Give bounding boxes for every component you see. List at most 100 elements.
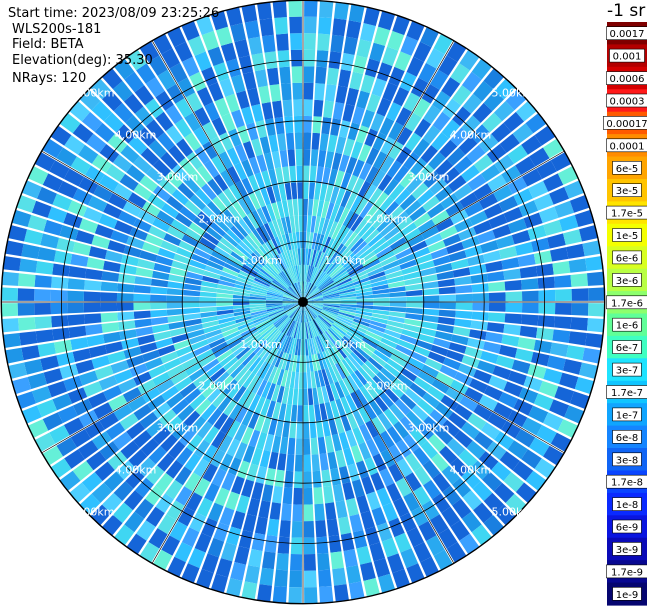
heatmap-cell bbox=[383, 387, 400, 403]
heatmap-cell bbox=[56, 351, 75, 367]
heatmap-cell bbox=[493, 482, 515, 503]
heatmap-cell bbox=[63, 375, 83, 392]
heatmap-cell bbox=[219, 78, 235, 97]
heatmap-cell bbox=[119, 173, 139, 191]
heatmap-cell bbox=[107, 451, 128, 471]
heatmap-cell bbox=[361, 363, 376, 379]
heatmap-cell bbox=[322, 292, 340, 298]
heatmap-cell bbox=[294, 454, 303, 472]
heatmap-cell bbox=[276, 201, 285, 219]
heatmap-cell bbox=[114, 369, 133, 384]
heatmap-cell bbox=[350, 141, 364, 159]
heatmap-cell bbox=[210, 573, 228, 594]
heatmap-cell bbox=[439, 364, 458, 379]
heatmap-cell bbox=[348, 329, 364, 340]
heatmap-cell bbox=[230, 363, 245, 379]
heatmap-cell bbox=[310, 249, 317, 267]
heatmap-cell bbox=[266, 400, 276, 418]
heatmap-cell bbox=[569, 391, 590, 410]
heatmap-cell bbox=[183, 307, 201, 315]
heatmap-cell bbox=[185, 271, 204, 281]
heatmap-cell bbox=[206, 333, 224, 344]
heatmap-cell bbox=[102, 90, 123, 112]
heatmap-cell bbox=[430, 344, 449, 357]
heatmap-cell bbox=[277, 50, 290, 68]
heatmap-cell bbox=[316, 317, 328, 331]
heatmap-cell bbox=[406, 563, 425, 584]
heatmap-cell bbox=[181, 356, 199, 370]
heatmap-cell bbox=[335, 449, 347, 468]
heatmap-cell bbox=[319, 183, 328, 201]
heatmap-cell bbox=[403, 228, 421, 242]
heatmap-cell bbox=[370, 279, 388, 288]
heatmap-cell bbox=[403, 151, 420, 170]
heatmap-cell bbox=[297, 281, 303, 299]
heatmap-cell bbox=[265, 262, 279, 276]
heatmap-cell bbox=[417, 260, 435, 271]
heatmap-cell bbox=[216, 293, 234, 298]
heatmap-cell bbox=[501, 257, 520, 270]
heatmap-cell bbox=[266, 186, 276, 204]
heatmap-cell bbox=[256, 273, 272, 284]
heatmap-cell bbox=[56, 147, 77, 167]
heatmap-cell bbox=[455, 293, 473, 302]
heatmap-cell bbox=[399, 416, 416, 434]
heatmap-cell bbox=[282, 297, 300, 302]
heatmap-cell bbox=[458, 135, 478, 155]
heatmap-cell bbox=[214, 371, 230, 387]
heatmap-cell bbox=[252, 359, 265, 375]
heatmap-cell bbox=[332, 102, 345, 120]
heatmap-cell bbox=[483, 341, 502, 354]
heatmap-cell bbox=[464, 346, 483, 359]
heatmap-cell bbox=[27, 214, 47, 232]
heatmap-cell bbox=[389, 237, 407, 250]
heatmap-cell bbox=[350, 351, 365, 367]
heatmap-cell bbox=[251, 252, 265, 266]
heatmap-cell bbox=[334, 170, 345, 188]
heatmap-cell bbox=[429, 409, 448, 426]
heatmap-cell bbox=[228, 128, 242, 147]
heatmap-cell bbox=[282, 319, 293, 335]
heatmap-cell bbox=[199, 291, 217, 298]
heatmap-cell bbox=[527, 225, 547, 241]
heatmap-cell bbox=[228, 255, 244, 267]
heatmap-cell bbox=[293, 487, 303, 505]
heatmap-cell bbox=[454, 156, 473, 174]
heatmap-cell bbox=[114, 220, 133, 235]
heatmap-cell bbox=[157, 344, 176, 357]
heatmap-cell bbox=[261, 266, 276, 279]
heatmap-cell bbox=[521, 135, 542, 155]
range-label: 4.00km bbox=[115, 129, 157, 142]
heatmap-cell bbox=[469, 329, 487, 340]
heatmap-cell bbox=[201, 183, 217, 201]
heatmap-cell bbox=[364, 58, 380, 78]
heatmap-cell bbox=[148, 364, 167, 379]
heatmap-cell bbox=[554, 316, 572, 329]
heatmap-cell bbox=[300, 248, 303, 265]
heatmap-cell bbox=[288, 232, 295, 250]
heatmap-cell bbox=[377, 412, 393, 430]
heatmap-cell bbox=[139, 412, 158, 429]
heatmap-cells bbox=[1, 0, 605, 604]
heatmap-cell bbox=[316, 50, 329, 68]
heatmap-cell bbox=[241, 426, 254, 445]
heatmap-cell bbox=[518, 200, 539, 217]
heatmap-cell bbox=[94, 461, 115, 482]
heatmap-cell bbox=[366, 93, 381, 113]
heatmap-cell bbox=[338, 309, 356, 316]
heatmap-cell bbox=[85, 324, 103, 336]
heatmap-cell bbox=[100, 302, 118, 312]
heatmap-cell bbox=[357, 343, 373, 357]
heatmap-cell bbox=[235, 406, 249, 424]
azimuth-spokes bbox=[1, 0, 605, 604]
heatmap-cell bbox=[515, 429, 536, 448]
heatmap-cell bbox=[387, 553, 405, 574]
heatmap-cell bbox=[450, 334, 469, 346]
heatmap-cell bbox=[255, 275, 271, 285]
heatmap-cell bbox=[167, 364, 185, 378]
heatmap-cell bbox=[316, 273, 328, 287]
heatmap-cell bbox=[207, 178, 223, 196]
colorbar-tick-label: 1.7e-8 bbox=[611, 478, 643, 489]
heatmap-cell bbox=[268, 134, 279, 153]
heatmap-cell bbox=[303, 165, 310, 183]
